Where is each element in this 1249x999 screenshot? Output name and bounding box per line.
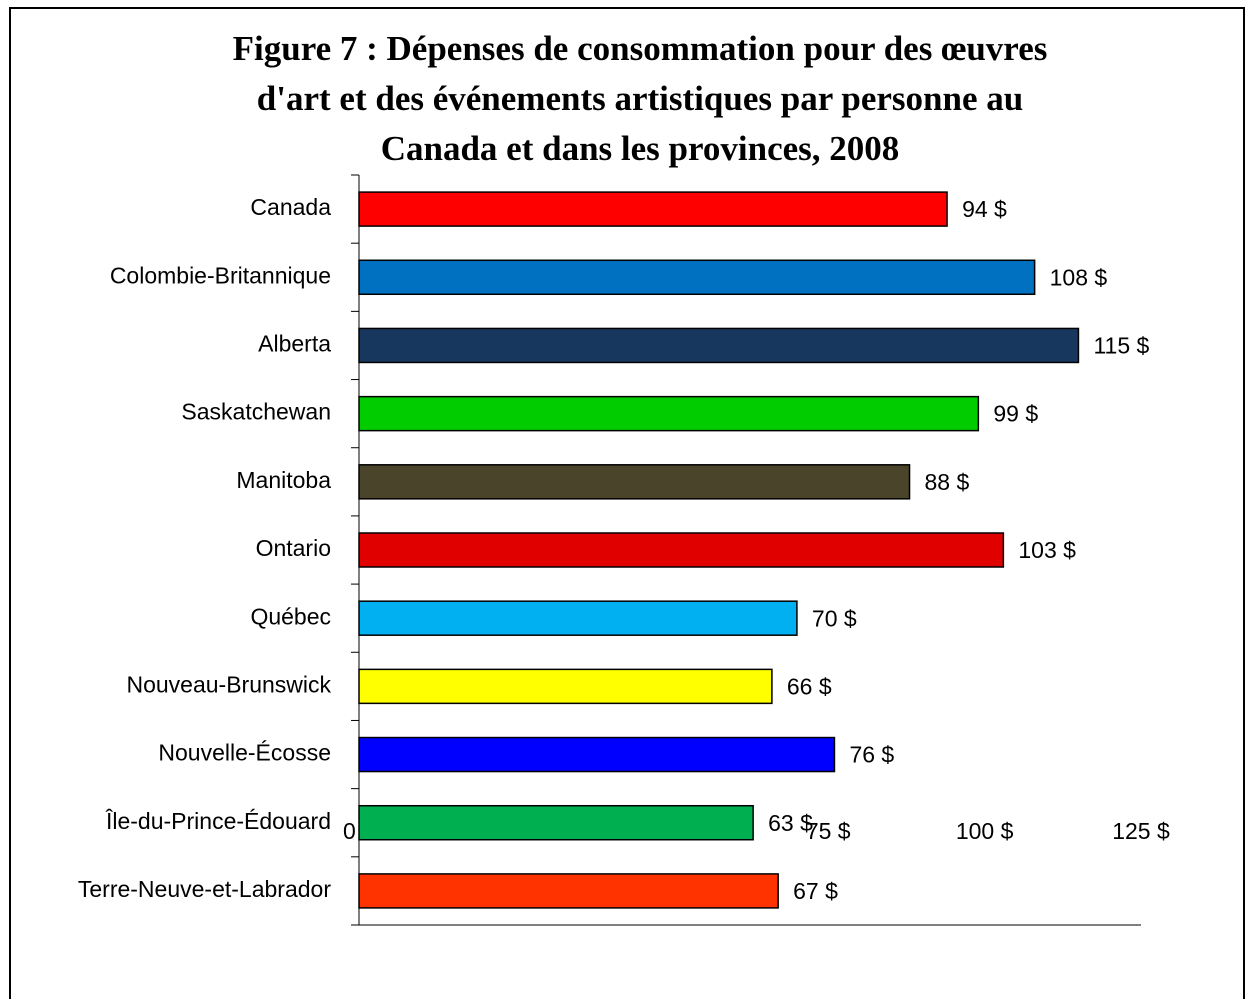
x-tick-label: 100 $ [956,818,1014,844]
bar [358,736,836,773]
bar [358,191,948,227]
bar [358,532,1005,568]
data-label: 103 $ [1018,537,1076,563]
data-label: 66 $ [787,673,832,699]
bar [358,600,798,636]
data-label: 108 $ [1050,264,1108,290]
bar [358,395,980,432]
data-label: 94 $ [962,196,1007,222]
data-label: 99 $ [993,401,1038,427]
data-label: 76 $ [849,742,894,768]
data-label: 115 $ [1093,333,1149,359]
chart-border [9,7,1245,999]
chart-title: Figure 7 : Dépenses de consommation pour… [233,29,1048,68]
data-label: 67 $ [793,878,838,904]
bar [358,464,911,500]
y-tick-label: Manitoba [236,467,331,493]
y-tick-label: Ontario [256,535,331,561]
y-tick-label: Terre-Neuve-et-Labrador [78,876,331,902]
y-tick-label: Nouvelle-Écosse [158,740,331,766]
chart-title: d'art et des événements artistiques par … [257,79,1023,118]
bar [358,259,1036,296]
bar [358,668,773,705]
y-tick-label: Nouveau-Brunswick [126,671,331,697]
x-tick-label: 75 $ [806,818,851,844]
data-label: 70 $ [812,605,857,631]
bar [358,873,779,909]
y-tick-label: Québec [250,603,331,629]
data-label: 63 $ [768,810,813,836]
bar [358,804,754,841]
chart-title: Canada et dans les provinces, 2008 [381,129,900,168]
data-label: 88 $ [925,469,970,495]
y-tick-label: Île-du-Prince-Édouard [105,808,331,834]
y-tick-label: Colombie-Britannique [110,262,331,288]
y-tick-label: Saskatchewan [181,399,331,425]
x-tick-label: 125 $ [1112,818,1170,844]
y-tick-label: Alberta [258,331,331,357]
y-tick-label: Canada [250,194,331,220]
bar [358,327,1080,364]
